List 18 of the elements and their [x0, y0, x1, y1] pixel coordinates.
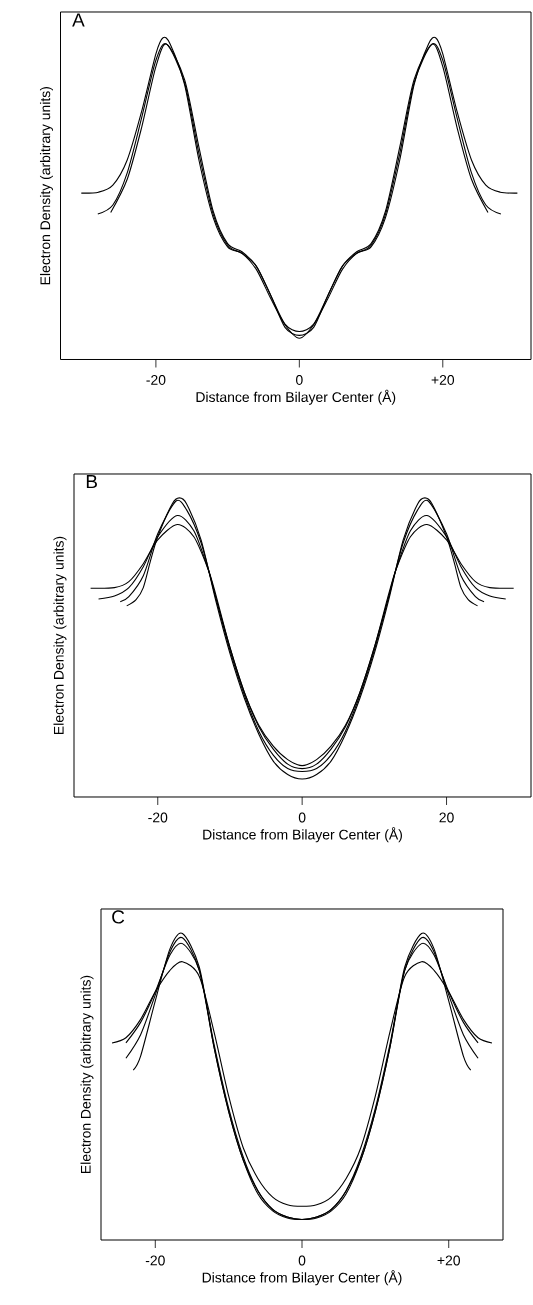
x-tick-label: 0 — [298, 812, 306, 823]
x-axis-title: Distance from Bilayer Center (Å) — [196, 389, 396, 405]
x-tick-label: +20 — [431, 375, 455, 385]
x-axis-title: Distance from Bilayer Center (Å) — [202, 1270, 402, 1286]
y-axis-title: Electron Density (arbitrary units) — [53, 536, 67, 734]
chart-title: A — [72, 13, 85, 27]
x-tick-label: -20 — [148, 812, 168, 823]
x-tick-label: 0 — [298, 1255, 306, 1266]
y-axis-title: Electron Density (arbitrary units) — [39, 87, 53, 285]
x-tick-label: 0 — [296, 375, 303, 385]
x-tick-label: -20 — [145, 1255, 165, 1266]
x-tick-label: -20 — [146, 375, 166, 385]
x-tick-label: 20 — [439, 812, 454, 823]
y-axis-title: Electron Density (arbitrary units) — [80, 975, 94, 1173]
chart-title: C — [112, 910, 125, 924]
chart-title: B — [86, 475, 97, 489]
x-tick-label: +20 — [437, 1255, 461, 1266]
x-axis-title: Distance from Bilayer Center (Å) — [203, 827, 402, 843]
